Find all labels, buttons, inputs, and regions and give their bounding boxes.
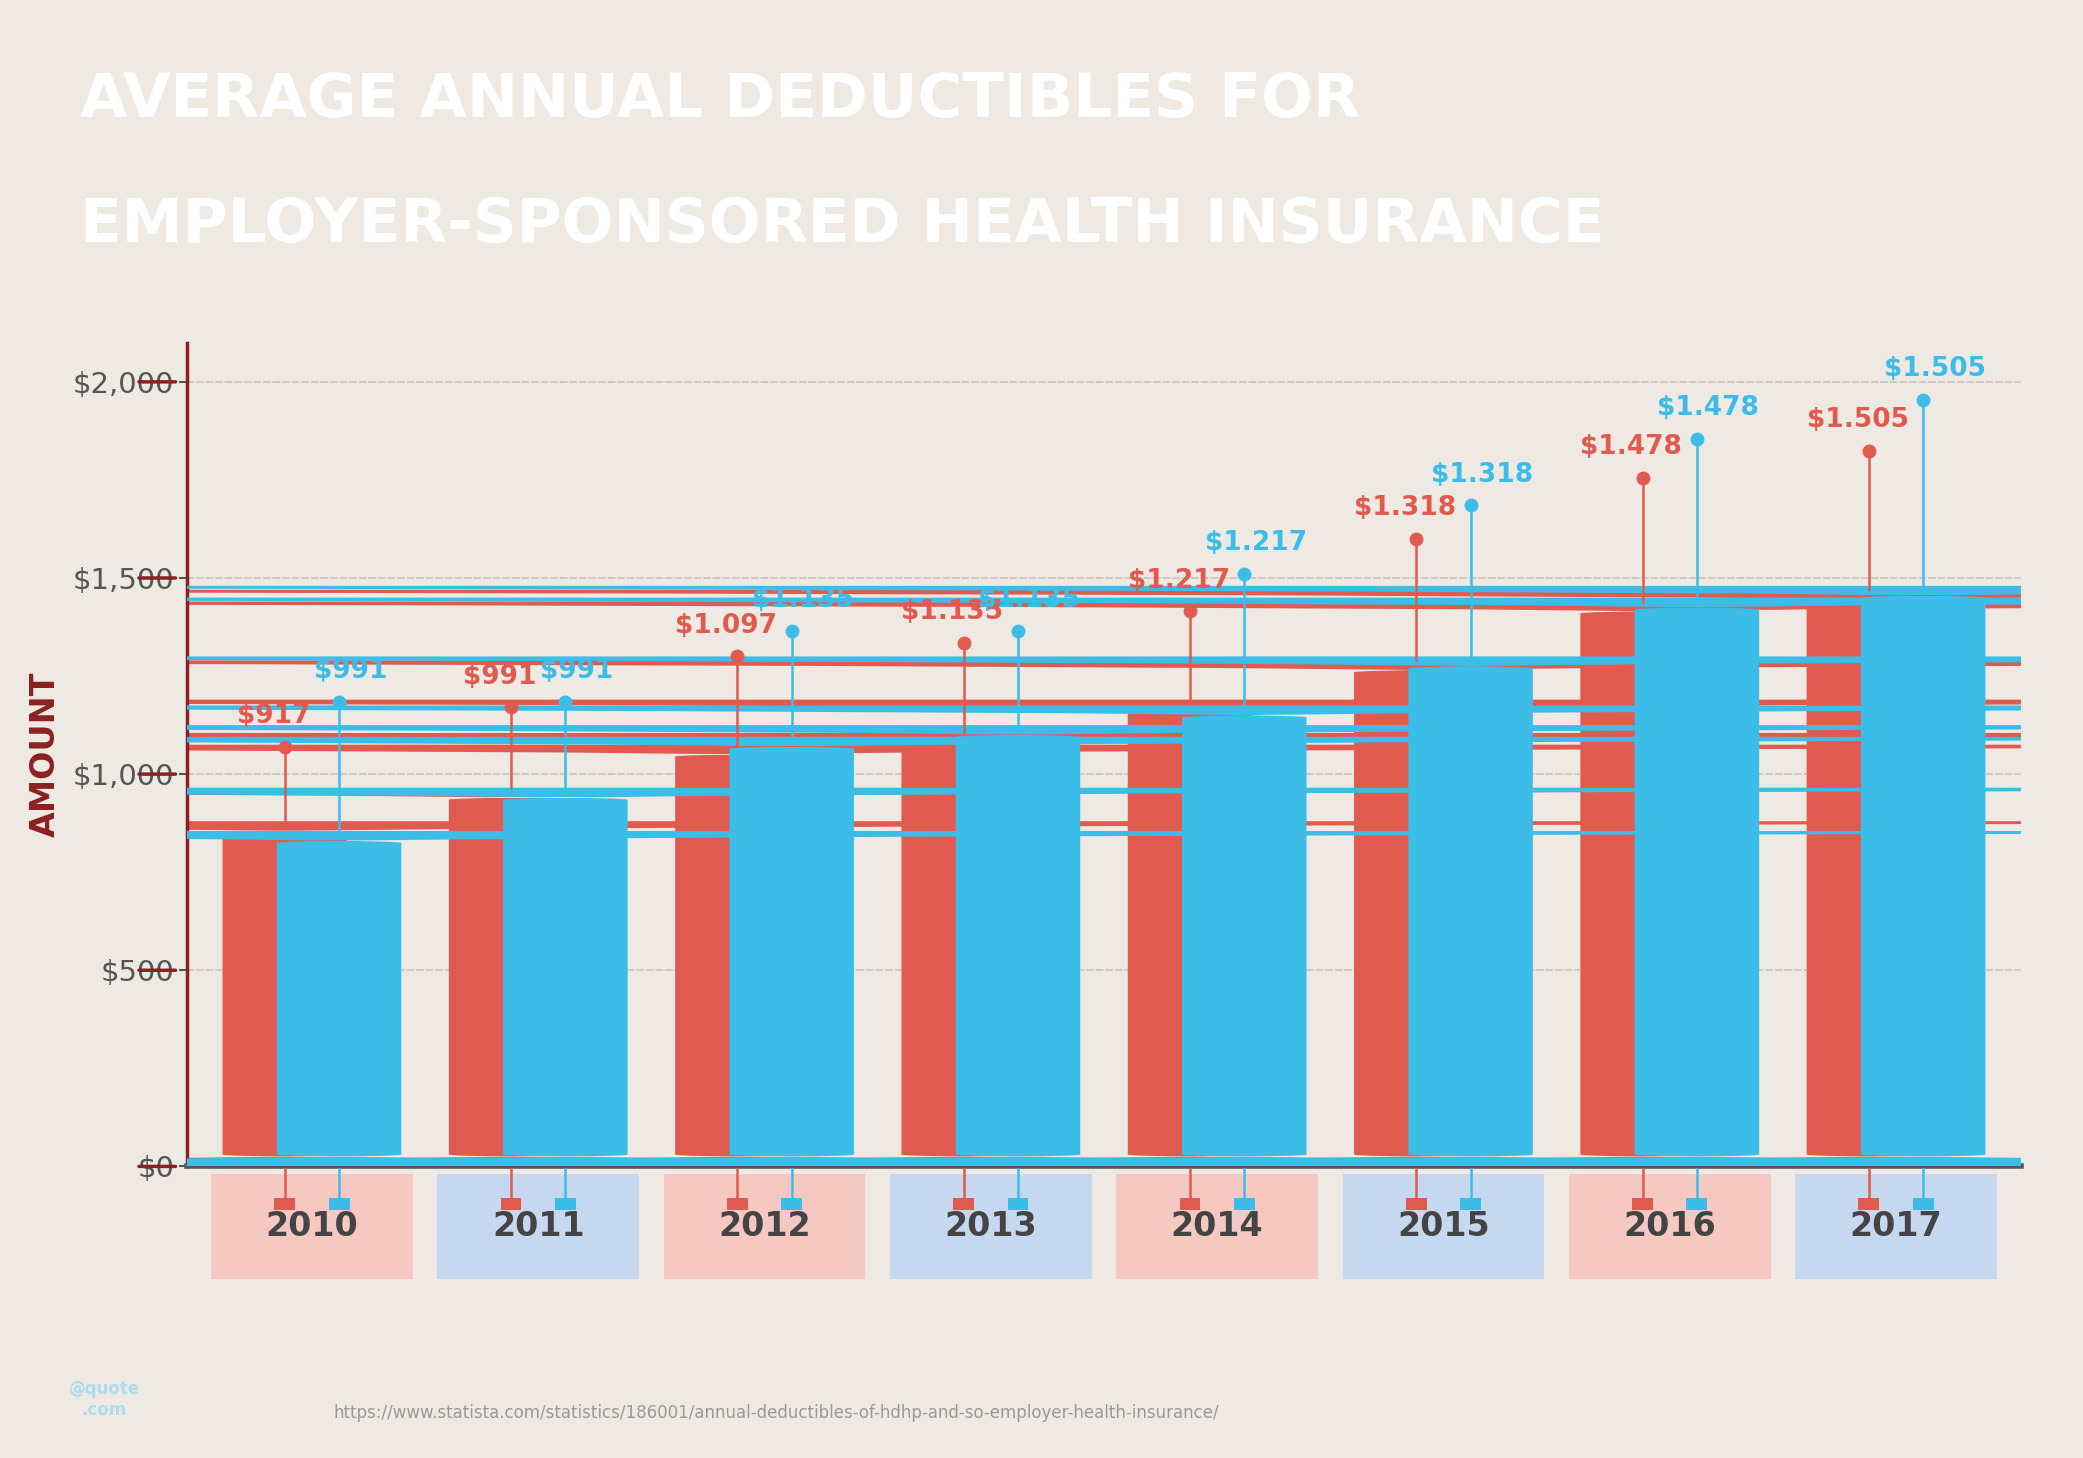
- Text: $1.318: $1.318: [1354, 496, 1456, 521]
- Text: EMPLOYER-SPONSORED HEALTH INSURANCE: EMPLOYER-SPONSORED HEALTH INSURANCE: [79, 197, 1604, 255]
- Text: $1.135: $1.135: [979, 588, 1081, 614]
- FancyBboxPatch shape: [0, 725, 2083, 1166]
- Text: 2017: 2017: [1850, 1210, 1943, 1242]
- Text: $1.478: $1.478: [1658, 395, 1760, 421]
- FancyBboxPatch shape: [0, 736, 2083, 1166]
- Text: 2014: 2014: [1171, 1210, 1264, 1242]
- Text: https://www.statista.com/statistics/186001/annual-deductibles-of-hdhp-and-so-emp: https://www.statista.com/statistics/1860…: [333, 1404, 1219, 1422]
- Text: 2013: 2013: [944, 1210, 1037, 1242]
- FancyBboxPatch shape: [0, 787, 2083, 1166]
- FancyBboxPatch shape: [0, 745, 2083, 1166]
- Text: $1.505: $1.505: [1806, 407, 1908, 433]
- Text: 2016: 2016: [1623, 1210, 1716, 1242]
- FancyBboxPatch shape: [0, 787, 2083, 1166]
- Text: 2012: 2012: [719, 1210, 810, 1242]
- Text: 2015: 2015: [1398, 1210, 1489, 1242]
- FancyBboxPatch shape: [0, 733, 2083, 1166]
- Text: 2011: 2011: [492, 1210, 585, 1242]
- Text: $1.478: $1.478: [1581, 434, 1683, 461]
- Text: @quote
.com: @quote .com: [69, 1381, 140, 1419]
- Text: $1.505: $1.505: [1883, 356, 1985, 382]
- FancyBboxPatch shape: [0, 590, 2083, 1166]
- FancyBboxPatch shape: [0, 598, 2083, 1166]
- Text: $1.097: $1.097: [675, 612, 777, 639]
- Text: $1.318: $1.318: [1431, 462, 1533, 488]
- Text: $917: $917: [237, 703, 310, 729]
- Text: $991: $991: [462, 663, 537, 690]
- Text: $991: $991: [315, 658, 387, 684]
- FancyBboxPatch shape: [0, 700, 2083, 1166]
- FancyBboxPatch shape: [0, 831, 2083, 1166]
- Text: $991: $991: [539, 658, 614, 684]
- Y-axis label: AMOUNT: AMOUNT: [29, 672, 62, 837]
- FancyBboxPatch shape: [0, 660, 2083, 1166]
- Text: $1.217: $1.217: [1127, 567, 1229, 593]
- FancyBboxPatch shape: [0, 586, 2083, 1166]
- Text: $1.135: $1.135: [902, 599, 1004, 625]
- Text: AVERAGE ANNUAL DEDUCTIBLES FOR: AVERAGE ANNUAL DEDUCTIBLES FOR: [79, 71, 1360, 130]
- Text: 2010: 2010: [265, 1210, 358, 1242]
- FancyBboxPatch shape: [0, 656, 2083, 1166]
- Text: $1.217: $1.217: [1204, 531, 1306, 557]
- FancyBboxPatch shape: [0, 706, 2083, 1166]
- FancyBboxPatch shape: [0, 602, 2083, 1166]
- Text: $1.135: $1.135: [752, 588, 854, 614]
- FancyBboxPatch shape: [0, 821, 2083, 1166]
